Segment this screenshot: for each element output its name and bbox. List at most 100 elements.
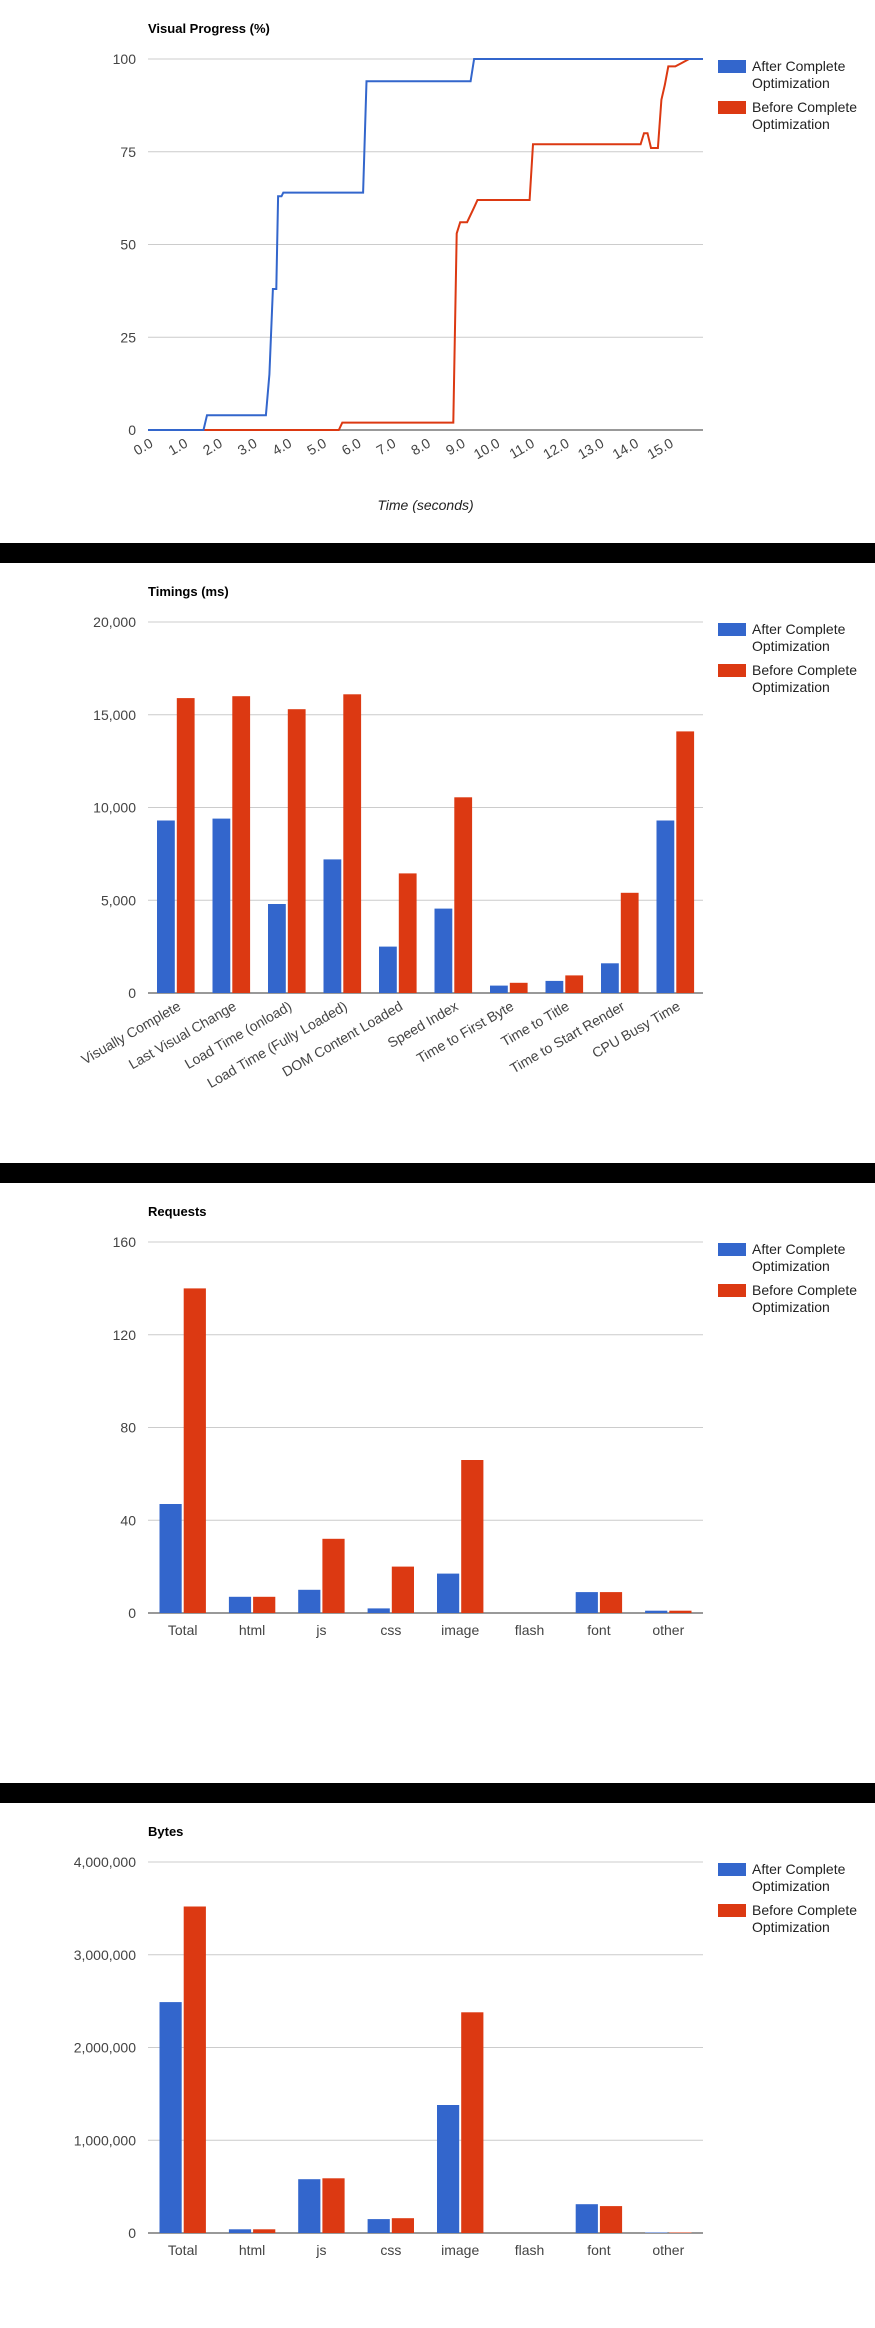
x-tick-label: 12.0 (540, 435, 572, 463)
x-tick-label: Total (168, 2242, 198, 2258)
bar-before (509, 982, 528, 993)
legend-swatch-before (718, 664, 746, 677)
bar-after (367, 2219, 390, 2233)
legend-label-after: After Complete Optimization (752, 58, 846, 91)
bar-before (183, 1906, 206, 2233)
bar-after (212, 818, 231, 993)
bar-after (656, 820, 675, 993)
bar-after (575, 2204, 598, 2233)
bar-after (298, 2179, 321, 2233)
bar-before (253, 1596, 276, 1613)
bar-after (298, 1589, 321, 1613)
bytes-panel: Bytes 0 1,000,000 2,000,000 3,000,000 4,000,0… (0, 1803, 875, 2328)
bar-after (437, 1573, 460, 1613)
y-tick-label: 120 (113, 1327, 137, 1343)
visual-progress-panel: Visual Progress (%) 0 25 50 75 100 0.0 1.0 2.0 3.… (0, 0, 875, 563)
legend-swatch-after (718, 60, 746, 73)
section-separator (0, 543, 875, 563)
bar-before (599, 2206, 623, 2233)
bar-before (343, 694, 362, 993)
bar-after (645, 1610, 668, 1613)
bar-after (379, 946, 397, 993)
legend-label-before: Before Complete Optimization (752, 1282, 857, 1315)
bar-before (183, 1288, 206, 1613)
bar-after (490, 985, 508, 993)
y-tick-label: 2,000,000 (74, 2040, 136, 2056)
x-tick-label: css (380, 1622, 401, 1638)
x-tick-label: Time to First Byte (414, 998, 517, 1067)
x-tick-label: flash (515, 1622, 545, 1638)
bar-before (176, 698, 195, 993)
chart-title: Visual Progress (%) (148, 21, 270, 36)
y-tick-label: 10,000 (93, 800, 136, 816)
x-tick-label: html (239, 1622, 265, 1638)
legend-swatch-before (718, 1904, 746, 1917)
bar-after (157, 820, 175, 993)
legend-label-before: Before Complete Optimization (752, 99, 857, 132)
x-tick-label: 10.0 (471, 435, 503, 463)
y-tick-label: 0 (128, 985, 136, 1001)
series-line-after (148, 58, 703, 431)
bar-before (322, 2178, 345, 2233)
y-tick-label: 3,000,000 (74, 1947, 136, 1963)
bar-after (159, 2002, 182, 2233)
y-tick-label: 1,000,000 (74, 2132, 136, 2148)
y-tick-label: 20,000 (93, 614, 136, 630)
bar-after (228, 2229, 252, 2233)
series-line-before (148, 58, 703, 431)
timings-panel: Timings (ms) 0 5,000 10,000 15,000 20,000 Visu… (0, 563, 875, 1126)
x-tick-label: 0.0 (131, 435, 156, 459)
timings-chart: Timings (ms)05,00010,00015,00020,000Visu… (78, 584, 857, 1091)
bar-before (599, 1592, 623, 1613)
x-axis-label: Time (seconds) (377, 497, 473, 513)
legend-swatch-after (718, 1243, 746, 1256)
bar-after (228, 1596, 252, 1613)
section-separator (0, 1163, 875, 1183)
x-tick-label: 2.0 (200, 435, 225, 459)
x-tick-label: 8.0 (408, 435, 433, 459)
x-tick-label: font (587, 1622, 610, 1638)
x-tick-label: Total (168, 1622, 198, 1638)
requests-panel: Requests 0 40 80 120 160 Total html js css image fl… (0, 1183, 875, 1783)
y-tick-label: 0 (128, 1605, 136, 1621)
bar-before (391, 1566, 414, 1613)
legend-label-after: After Complete Optimization (752, 621, 846, 654)
x-tick-label: other (652, 1622, 684, 1638)
x-tick-label: 3.0 (235, 435, 260, 459)
bar-after (545, 980, 564, 993)
x-tick-label: 7.0 (373, 435, 398, 459)
bar-before (232, 696, 251, 993)
bar-after (367, 1608, 390, 1613)
legend-label-after: After Complete Optimization (752, 1861, 846, 1894)
chart-title: Requests (148, 1204, 207, 1219)
x-tick-label: 9.0 (443, 435, 468, 459)
bytes-chart: Bytes 0 1,000,000 2,000,000 3,000,000 4,000,0… (74, 1824, 858, 2258)
requests-chart: Requests 0 40 80 120 160 Total html js css image fl… (113, 1204, 858, 1638)
y-tick-label: 0 (128, 422, 136, 438)
x-tick-label: image (441, 2242, 479, 2258)
bar-before (669, 2232, 692, 2233)
x-tick-label: js (315, 1622, 326, 1638)
legend-swatch-after (718, 623, 746, 636)
y-tick-label: 75 (120, 144, 136, 160)
bar-before (461, 1460, 484, 1613)
bar-before (461, 2012, 484, 2233)
x-tick-label: 5.0 (304, 435, 329, 459)
legend-swatch-before (718, 101, 746, 114)
bar-after (575, 1592, 598, 1613)
chart-title: Timings (ms) (148, 584, 229, 599)
x-tick-label: js (315, 2242, 326, 2258)
legend-swatch-after (718, 1863, 746, 1876)
y-tick-label: 4,000,000 (74, 1854, 136, 1870)
x-tick-label: flash (515, 2242, 545, 2258)
x-tick-label: other (652, 2242, 684, 2258)
x-tick-label: 14.0 (610, 435, 642, 463)
x-tick-label: font (587, 2242, 610, 2258)
legend-label-after: After Complete Optimization (752, 1241, 846, 1274)
bar-before (398, 873, 417, 993)
bar-before (287, 709, 306, 993)
y-tick-label: 40 (120, 1512, 136, 1528)
y-tick-label: 0 (128, 2225, 136, 2241)
y-tick-label: 15,000 (93, 707, 136, 723)
x-tick-label: 15.0 (644, 435, 676, 463)
